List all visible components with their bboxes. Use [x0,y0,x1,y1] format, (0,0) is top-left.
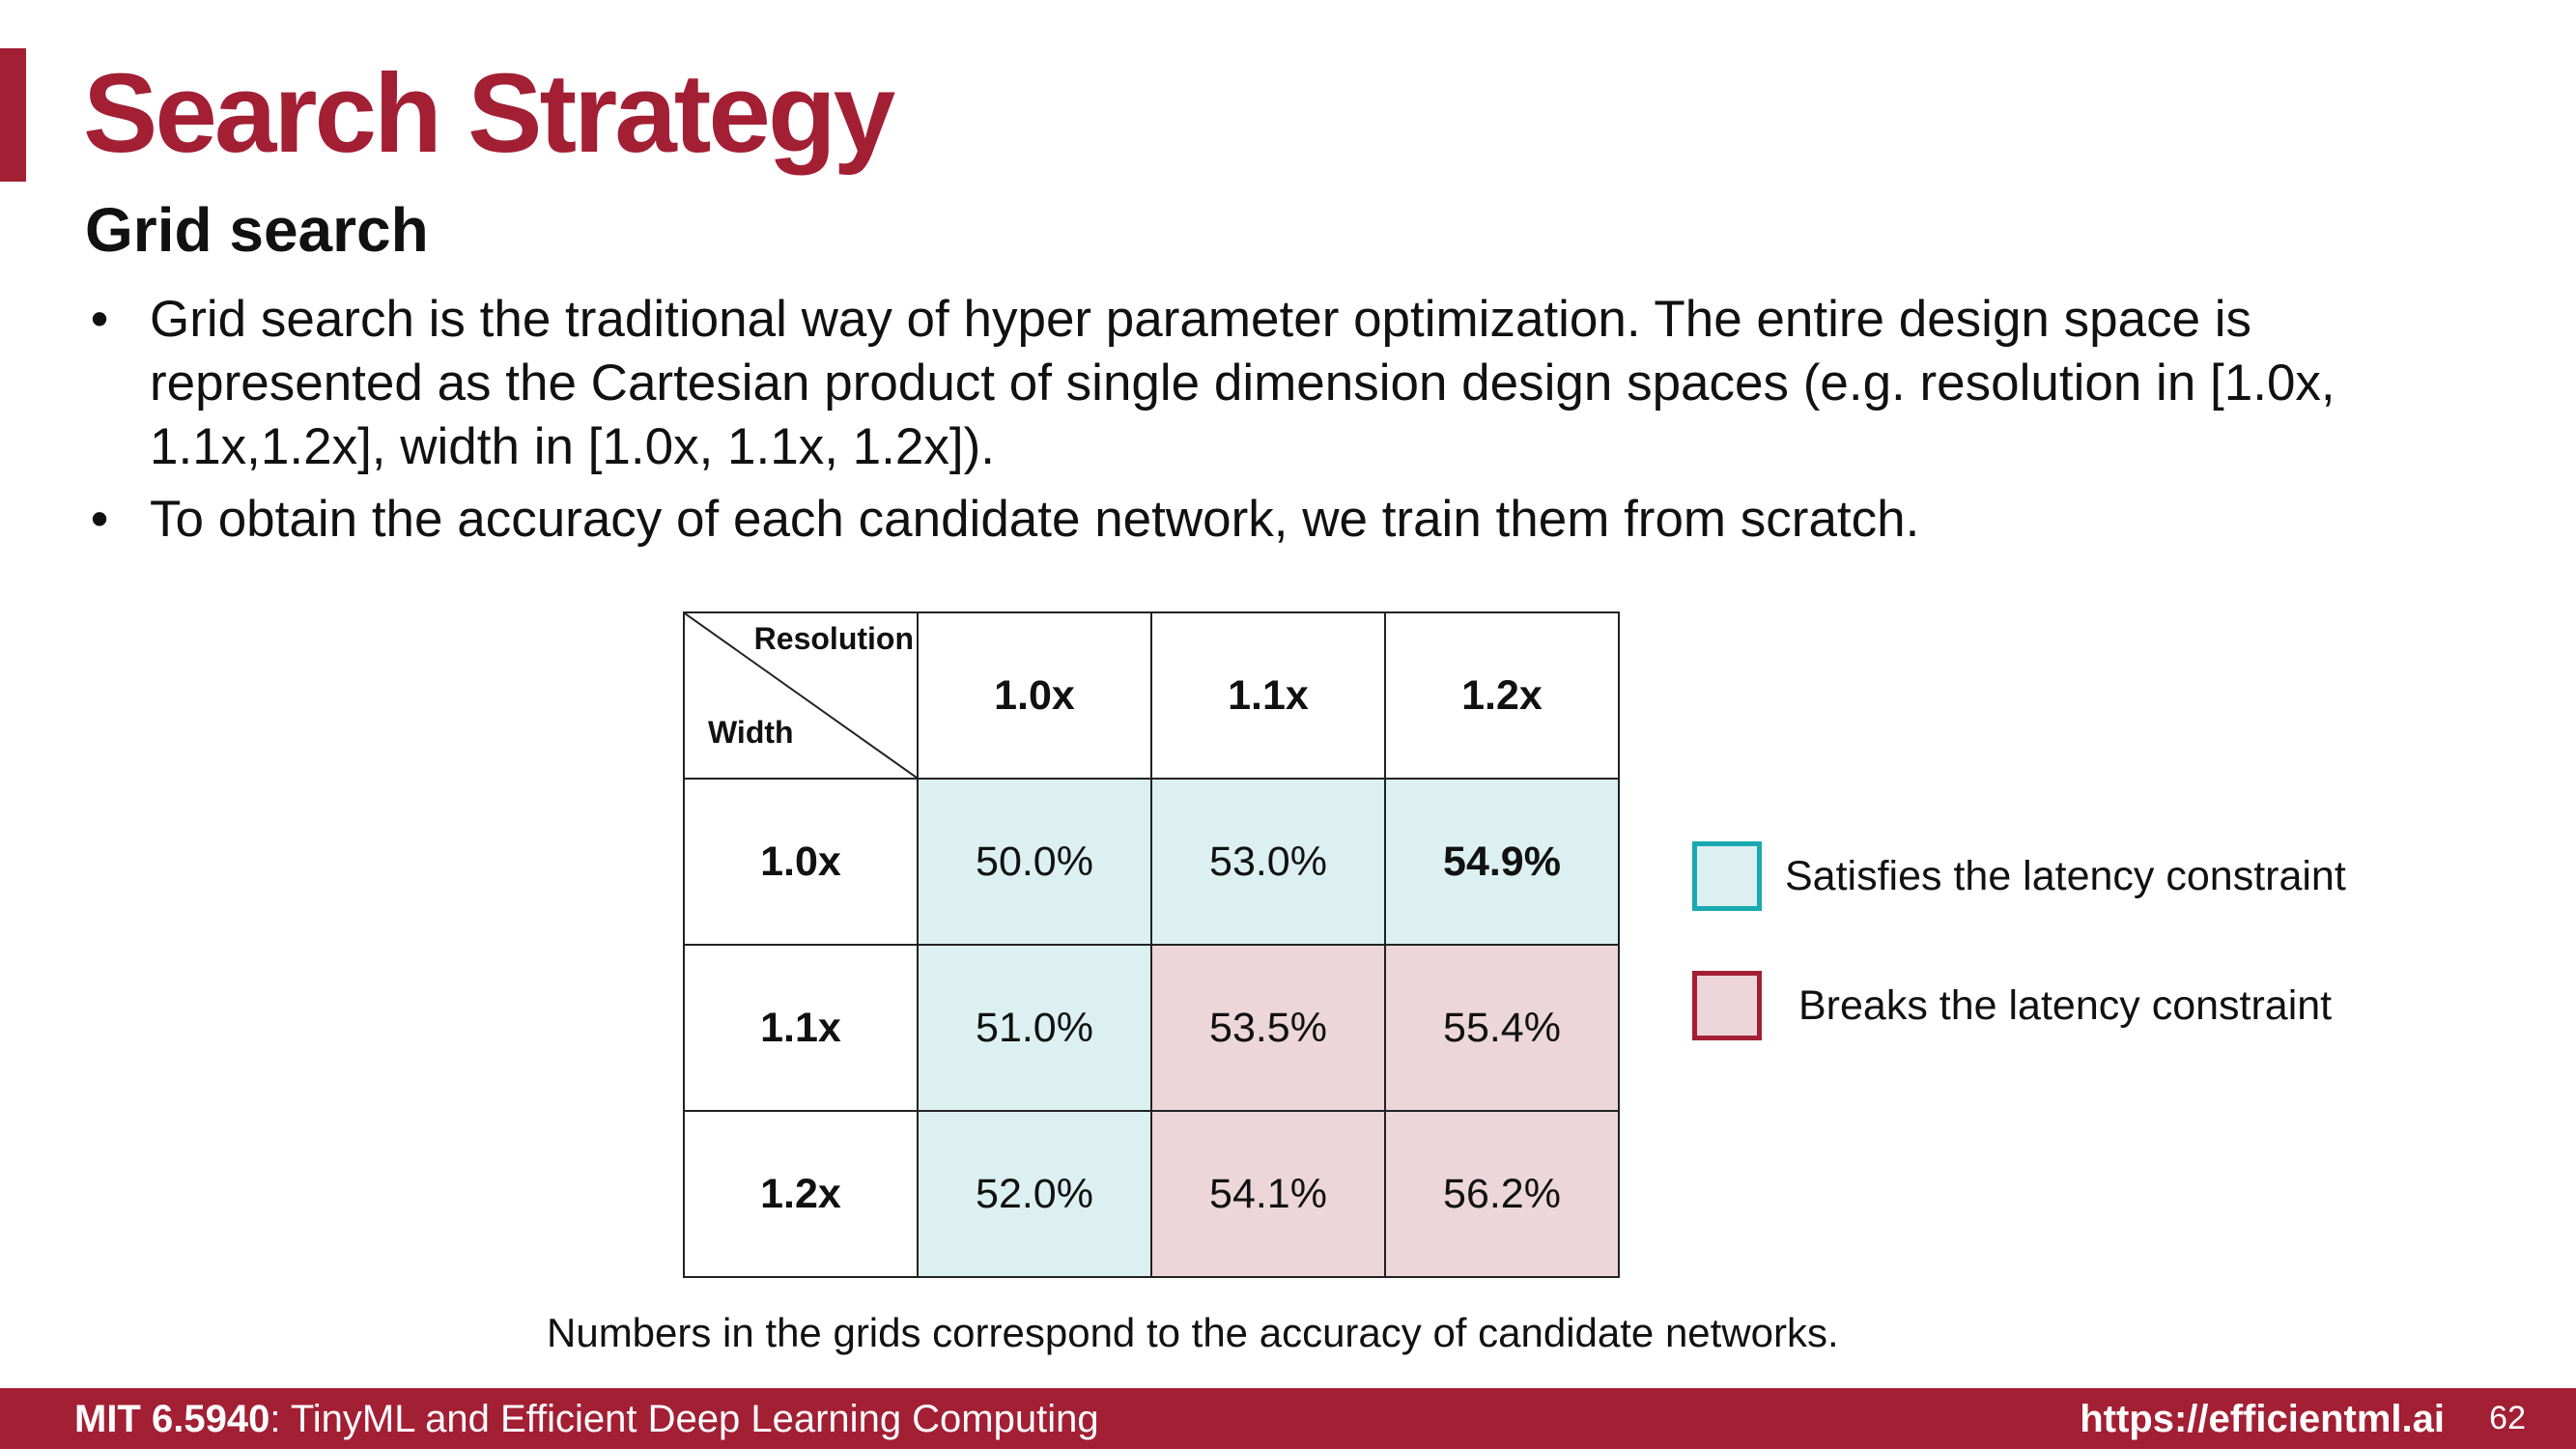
breaks-swatch [1692,971,1762,1040]
accuracy-cell: 53.5% [1150,944,1386,1112]
accuracy-cell: 53.0% [1150,778,1386,946]
bullet-icon: • [90,291,109,348]
table-row: 1.1x 51.0% 53.5% 55.4% [683,944,1620,1112]
accuracy-cell: 55.4% [1384,944,1620,1112]
legend-breaks-label: Breaks the latency constraint [1798,981,2333,1029]
diagonal-divider [686,614,916,777]
row-header: 1.1x [683,944,919,1112]
table-header-row: Resolution Width 1.0x 1.1x 1.2x [683,611,1620,780]
table-caption: Numbers in the grids correspond to the a… [547,1310,1839,1355]
accuracy-cell-best: 54.9% [1384,778,1620,946]
course-code: MIT 6.5940 [74,1398,270,1440]
accuracy-cell: 54.1% [1150,1110,1386,1278]
row-header: 1.0x [683,778,919,946]
resolution-axis-label: Resolution [753,621,914,656]
column-header: 1.2x [1384,611,1620,780]
width-axis-label: Width [708,715,794,750]
table-row: 1.0x 50.0% 53.0% 54.9% [683,778,1620,946]
column-header: 1.1x [1150,611,1386,780]
title-accent-bar [0,48,26,182]
satisfies-swatch [1692,841,1762,911]
accuracy-cell: 56.2% [1384,1110,1620,1278]
bullet-item: • To obtain the accuracy of each candida… [85,488,2519,552]
legend-breaks: Breaks the latency constraint [1692,971,2332,1040]
page-number: 62 [2489,1400,2526,1436]
slide-subtitle: Grid search [85,195,429,265]
legend-satisfies: Satisfies the latency constraint [1692,841,2346,911]
course-title: : TinyML and Efficient Deep Learning Com… [269,1398,1099,1440]
footer-course: MIT 6.5940: TinyML and Efficient Deep Le… [74,1398,1099,1441]
bullet-icon: • [90,491,109,548]
footer-bar: MIT 6.5940: TinyML and Efficient Deep Le… [0,1388,2576,1449]
corner-cell: Resolution Width [683,611,919,780]
bullet-list: • Grid search is the traditional way of … [85,288,2519,560]
accuracy-cell: 50.0% [917,778,1152,946]
grid-search-table: Resolution Width 1.0x 1.1x 1.2x 1.0x 50.… [683,611,1620,1278]
bullet-item: • Grid search is the traditional way of … [85,288,2519,479]
accuracy-cell: 52.0% [917,1110,1152,1278]
footer-url-link[interactable]: https://efficientml.ai [2080,1398,2445,1440]
column-header: 1.0x [917,611,1152,780]
bullet-text: To obtain the accuracy of each candidate… [150,491,1920,548]
table-row: 1.2x 52.0% 54.1% 56.2% [683,1110,1620,1278]
row-header: 1.2x [683,1110,919,1278]
bullet-text: Grid search is the traditional way of hy… [150,291,2335,475]
accuracy-cell: 51.0% [917,944,1152,1112]
legend-satisfies-label: Satisfies the latency constraint [1785,852,2346,899]
slide-title: Search Strategy [83,50,895,176]
